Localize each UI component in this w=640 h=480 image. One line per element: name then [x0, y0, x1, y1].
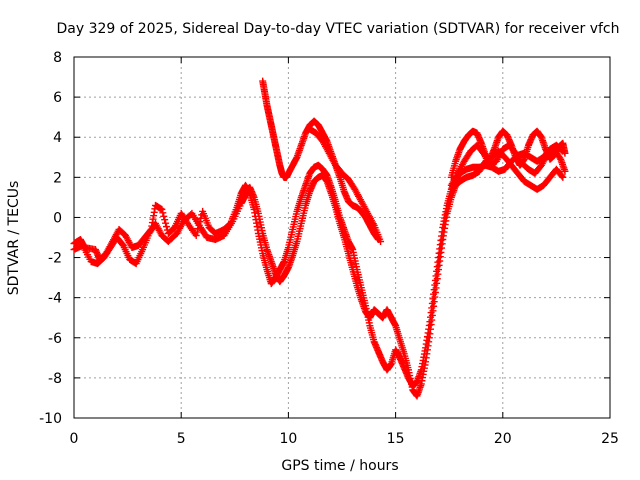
y-tick-label: 6 — [53, 90, 62, 106]
x-tick-label: 20 — [494, 431, 512, 447]
chart-title: Day 329 of 2025, Sidereal Day-to-day VTE… — [56, 21, 619, 37]
data-point — [161, 216, 169, 224]
y-tick-label: 2 — [53, 170, 62, 186]
x-tick-label: 15 — [387, 431, 405, 447]
plot-frame — [73, 56, 611, 419]
data-point — [162, 219, 170, 227]
data-point — [377, 238, 385, 246]
y-tick-label: -10 — [39, 411, 62, 427]
axis-ticks — [73, 56, 611, 419]
series-track-d — [306, 125, 385, 246]
data-point — [558, 172, 566, 180]
y-tick-label: -8 — [48, 371, 62, 387]
y-tick-label: -4 — [48, 291, 62, 307]
x-tick-label: 5 — [177, 431, 186, 447]
x-tick-label: 25 — [601, 431, 619, 447]
y-axis-label: SDTVAR / TECUs — [6, 181, 22, 296]
data-point — [561, 167, 569, 175]
data-point — [162, 223, 170, 231]
series-track-e — [447, 127, 569, 181]
y-tick-label: 8 — [53, 50, 62, 66]
data-point — [158, 205, 166, 213]
data-point — [561, 149, 569, 157]
tick-labels: 0 5 10 15 20 25 -10 -8 -6 -4 -2 0 2 4 6 8 — [39, 50, 619, 447]
y-tick-label: -2 — [48, 251, 62, 267]
y-tick-label: 4 — [53, 130, 62, 146]
data-point — [193, 228, 201, 236]
y-tick-label: 0 — [53, 210, 62, 226]
data-markers — [70, 77, 569, 400]
series-track-f — [447, 141, 569, 189]
data-point — [160, 212, 168, 220]
y-tick-label: -6 — [48, 331, 62, 347]
data-point — [159, 209, 167, 217]
x-tick-label: 10 — [279, 431, 297, 447]
data-point — [192, 231, 200, 239]
data-point — [556, 154, 564, 162]
x-tick-label: 0 — [70, 431, 79, 447]
x-axis-label: GPS time / hours — [281, 458, 398, 474]
series-track-c — [259, 77, 382, 244]
data-point — [559, 173, 567, 181]
series-track-b — [70, 147, 567, 400]
